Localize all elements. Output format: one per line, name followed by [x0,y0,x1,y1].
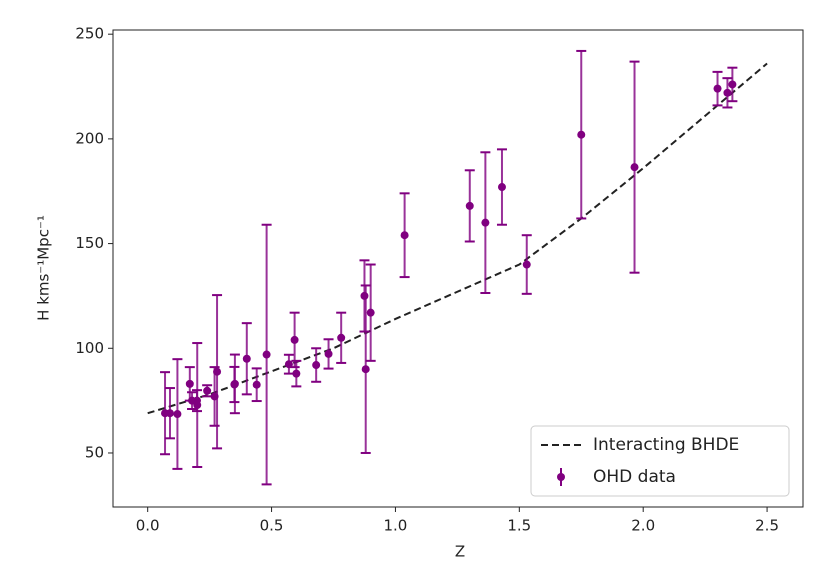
data-point [713,84,722,93]
data-point [173,410,182,419]
data-point [324,349,333,358]
x-tick-label: 1.0 [384,517,408,535]
x-tick-label: 1.5 [507,517,531,535]
legend-label: Interacting BHDE [593,435,739,455]
data-point [497,183,506,192]
data-point [165,409,174,418]
y-tick-label: 150 [75,234,104,252]
data-point [728,80,737,89]
data-point [252,380,261,389]
data-point [290,335,299,344]
legend-box [530,425,790,497]
data-point [242,354,251,363]
x-tick-label: 0.0 [136,517,160,535]
data-point [723,88,732,97]
legend-label: OHD data [593,467,676,487]
y-tick-label: 100 [75,339,104,357]
x-axis-label: Z [455,543,465,561]
data-point [203,386,212,395]
data-point [630,163,639,172]
legend-swatch [557,473,565,481]
data-point [481,218,490,227]
data-point [361,365,370,374]
data-point [185,379,194,388]
data-point [366,308,375,317]
x-tick-label: 2.0 [631,517,655,535]
data-point [230,379,239,388]
data-point [400,231,409,240]
y-tick-label: 250 [75,25,104,43]
y-tick-label: 200 [75,129,104,147]
model-line [147,62,768,415]
data-point [292,369,301,378]
y-axis-label: H kms⁻¹Mpc⁻¹ [35,215,53,321]
plot-frame [112,29,804,508]
data-point [360,291,369,300]
data-point [522,260,531,269]
data-point [262,350,271,359]
data-point [193,401,202,410]
data-point [337,333,346,342]
data-point [312,361,321,370]
data-point [213,367,222,376]
data-point [465,201,474,210]
x-tick-label: 0.5 [260,517,284,535]
data-point [577,130,586,139]
y-tick-label: 50 [85,443,104,461]
x-tick-label: 2.5 [755,517,779,535]
